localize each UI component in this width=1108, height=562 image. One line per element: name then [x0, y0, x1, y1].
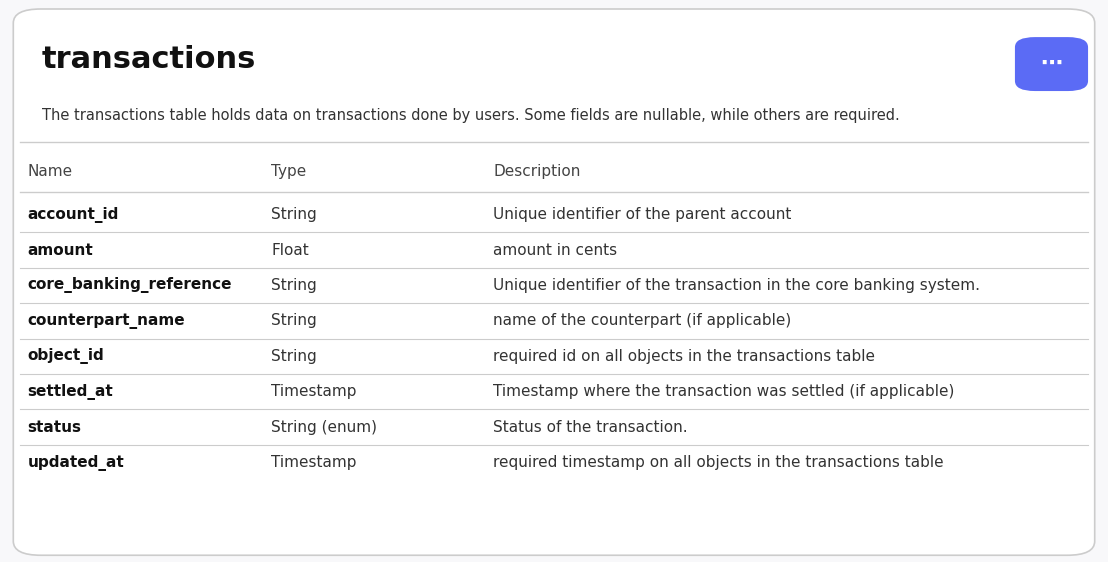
Text: Timestamp: Timestamp [271, 455, 357, 470]
Text: ⋯: ⋯ [1040, 54, 1063, 74]
Text: String: String [271, 314, 317, 328]
Text: String: String [271, 278, 317, 293]
Text: String: String [271, 349, 317, 364]
Text: required timestamp on all objects in the transactions table: required timestamp on all objects in the… [493, 455, 944, 470]
Text: transactions: transactions [42, 44, 256, 74]
Text: Float: Float [271, 243, 309, 257]
Text: object_id: object_id [28, 348, 104, 364]
Text: Unique identifier of the transaction in the core banking system.: Unique identifier of the transaction in … [493, 278, 981, 293]
Text: settled_at: settled_at [28, 384, 113, 400]
Text: name of the counterpart (if applicable): name of the counterpart (if applicable) [493, 314, 791, 328]
Text: Status of the transaction.: Status of the transaction. [493, 420, 688, 434]
Text: counterpart_name: counterpart_name [28, 313, 185, 329]
Text: Type: Type [271, 164, 307, 179]
Text: updated_at: updated_at [28, 455, 124, 470]
Text: account_id: account_id [28, 207, 119, 223]
Text: String: String [271, 207, 317, 222]
Text: String (enum): String (enum) [271, 420, 378, 434]
Text: required id on all objects in the transactions table: required id on all objects in the transa… [493, 349, 875, 364]
Text: amount: amount [28, 243, 93, 257]
Text: status: status [28, 420, 82, 434]
Text: core_banking_reference: core_banking_reference [28, 278, 233, 293]
Text: Unique identifier of the parent account: Unique identifier of the parent account [493, 207, 791, 222]
Text: Name: Name [28, 164, 73, 179]
FancyBboxPatch shape [1015, 37, 1088, 91]
Text: Timestamp where the transaction was settled (if applicable): Timestamp where the transaction was sett… [493, 384, 954, 399]
Text: Description: Description [493, 164, 581, 179]
Text: Timestamp: Timestamp [271, 384, 357, 399]
Text: amount in cents: amount in cents [493, 243, 617, 257]
Text: The transactions table holds data on transactions done by users. Some fields are: The transactions table holds data on tra… [42, 108, 900, 123]
FancyBboxPatch shape [13, 9, 1095, 555]
